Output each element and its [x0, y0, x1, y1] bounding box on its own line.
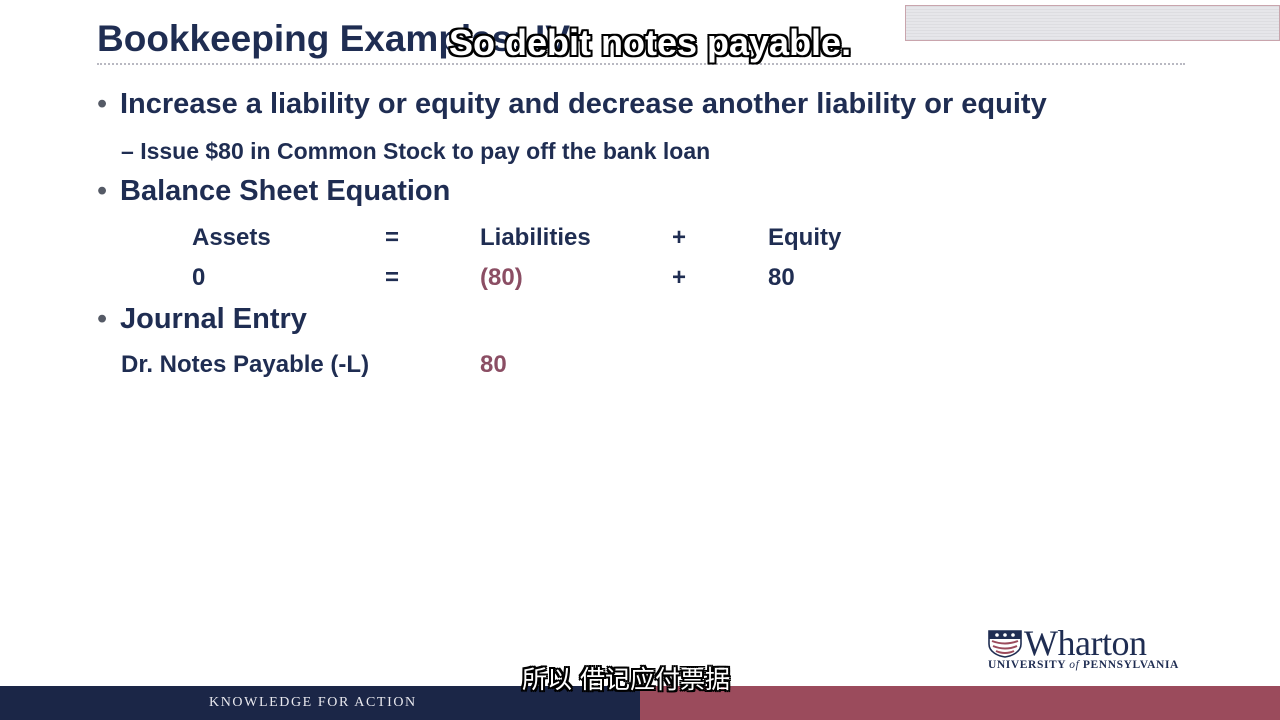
sub-bullet-text: Issue $80 in Common Stock to pay off the…	[140, 138, 711, 164]
top-right-panel	[905, 5, 1280, 41]
bullet-balance-sheet-equation: • Balance Sheet Equation	[97, 175, 450, 208]
footer-bar-left	[0, 686, 640, 720]
equation-value-plus: +	[672, 264, 687, 291]
penn-shield-icon	[988, 630, 1022, 658]
logo-university-line: UNIVERSITY of PENNSYLVANIA	[988, 659, 1179, 671]
title-divider	[97, 63, 1185, 65]
bullet-text: Journal Entry	[120, 303, 307, 335]
journal-debit-line: Dr. Notes Payable (-L)	[121, 351, 370, 378]
bullet-dot-icon: •	[97, 303, 108, 335]
sub-bullet-dash-icon: –	[121, 138, 134, 164]
footer-bar-right	[640, 686, 1280, 720]
bullet-increase-liability: • Increase a liability or equity and decr…	[97, 88, 1047, 121]
equation-header-equals: =	[385, 224, 400, 251]
journal-debit-amount: 80	[480, 351, 507, 378]
equation-header-assets: Assets	[192, 224, 271, 251]
wharton-logo: Wharton UNIVERSITY of PENNSYLVANIA	[988, 623, 1193, 674]
equation-header-plus: +	[672, 224, 687, 251]
equation-value-liabilities: (80)	[480, 264, 523, 291]
equation-header-liabilities: Liabilities	[480, 224, 591, 251]
equation-value-equals: =	[385, 264, 400, 291]
bullet-journal-entry: • Journal Entry	[97, 303, 307, 336]
bullet-dot-icon: •	[97, 175, 108, 207]
bullet-dot-icon: •	[97, 88, 108, 120]
bullet-text: Increase a liability or equity and decre…	[120, 88, 1047, 120]
logo-wordmark: Wharton	[1024, 623, 1147, 663]
sub-bullet-issue-stock: – Issue $80 in Common Stock to pay off t…	[121, 138, 710, 165]
equation-value-assets: 0	[192, 264, 206, 291]
footer-tagline: KNOWLEDGE FOR ACTION	[209, 695, 417, 710]
bullet-text: Balance Sheet Equation	[120, 175, 451, 207]
equation-header-equity: Equity	[768, 224, 842, 251]
slide-title: Bookkeeping Examples: IV	[97, 18, 570, 59]
subtitle-caption-english: So debit notes payable.	[449, 22, 852, 63]
subtitle-caption-chinese: 所以 借记应付票据	[522, 665, 730, 694]
equation-value-equity: 80	[768, 264, 795, 291]
